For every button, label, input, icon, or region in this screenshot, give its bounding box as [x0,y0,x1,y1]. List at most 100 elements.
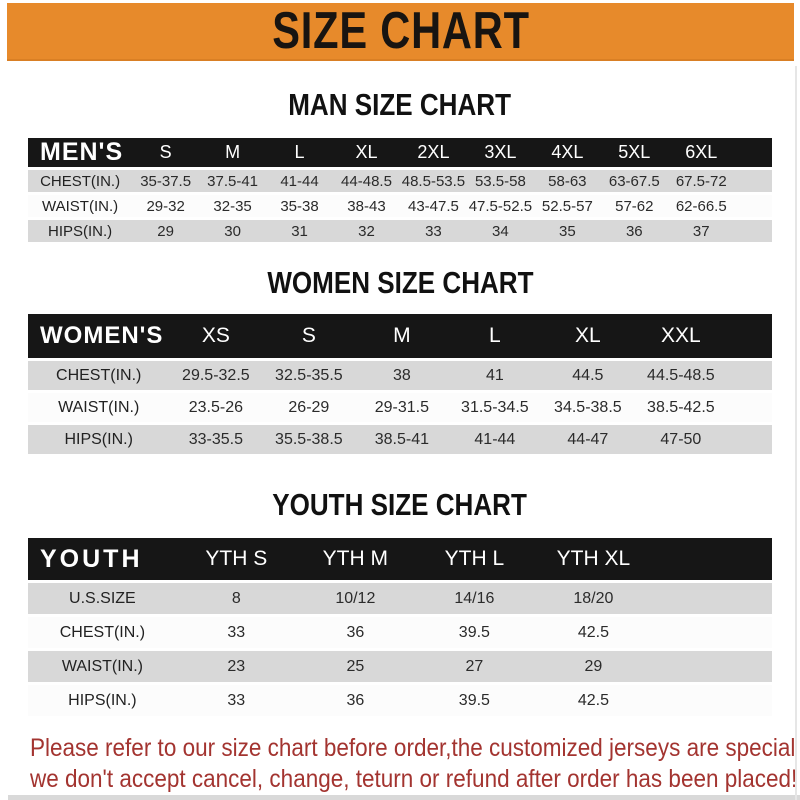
value-cell: 29-32 [132,195,200,217]
value-cell: 53.5-58 [466,170,534,192]
value-cell: 26-29 [262,393,356,422]
value-cell: 25 [295,651,415,682]
value-cell: 27 [414,651,534,682]
value-cell: 41-44 [266,170,334,192]
value-cell: 31.5-34.5 [448,393,542,422]
value-cell: 43-47.5 [399,195,467,217]
man-chest-row: CHEST(IN.) 35-37.5 37.5-41 41-44 44-48.5… [28,170,772,192]
value-cell: 32-35 [199,195,267,217]
value-cell: 18/20 [533,583,653,614]
value-cell: 23.5-26 [169,393,263,422]
spacer-cell [652,583,772,614]
man-size-col: L [266,138,334,167]
value-cell: 47-50 [634,425,728,454]
value-cell: 30 [199,220,267,242]
value-cell: 34.5-38.5 [541,393,635,422]
value-cell: 41-44 [448,425,542,454]
youth-size-col: YTH L [414,538,534,580]
value-cell: 44-48.5 [333,170,400,192]
women-size-col: M [355,314,449,358]
youth-hips-row: HIPS(IN.) 33 36 39.5 42.5 [28,685,772,716]
value-cell: 29.5-32.5 [169,361,263,390]
value-cell: 8 [176,583,296,614]
spacer-cell [734,138,772,167]
youth-size-col: YTH XL [533,538,653,580]
women-section-title: WOMEN SIZE CHART [0,265,800,301]
value-cell: 32 [333,220,400,242]
youth-size-table: YOUTH YTH S YTH M YTH L YTH XL U.S.SIZE … [28,535,772,719]
row-label: WAIST(IN.) [28,195,133,217]
man-size-col: S [132,138,200,167]
man-size-col: 6XL [667,138,735,167]
value-cell: 34 [466,220,534,242]
youth-table-label: YOUTH [28,538,177,580]
spacer-cell [734,220,772,242]
disclaimer-note: Please refer to our size chart before or… [30,733,800,795]
value-cell: 35-37.5 [132,170,200,192]
value-cell: 58-63 [533,170,601,192]
row-label: HIPS(IN.) [28,220,133,242]
row-label: WAIST(IN.) [28,651,177,682]
value-cell: 31 [266,220,334,242]
value-cell: 33 [176,685,296,716]
value-cell: 33-35.5 [169,425,263,454]
value-cell: 63-67.5 [600,170,668,192]
value-cell: 38-43 [333,195,400,217]
women-size-col: XL [541,314,635,358]
value-cell: 35-38 [266,195,334,217]
youth-section-title: YOUTH SIZE CHART [0,487,800,523]
value-cell: 47.5-52.5 [466,195,534,217]
row-label: CHEST(IN.) [28,361,170,390]
value-cell: 38 [355,361,449,390]
value-cell: 37.5-41 [199,170,267,192]
women-waist-row: WAIST(IN.) 23.5-26 26-29 29-31.5 31.5-34… [28,393,772,422]
man-hips-row: HIPS(IN.) 29 30 31 32 33 34 35 36 37 [28,220,772,242]
row-label: WAIST(IN.) [28,393,170,422]
spacer-cell [734,170,772,192]
disclaimer-line-2: we don't accept cancel, change, teturn o… [30,765,798,793]
women-size-table: WOMEN'S XS S M L XL XXL CHEST(IN.) 29.5-… [28,311,772,457]
man-header-row: MEN'S S M L XL 2XL 3XL 4XL 5XL 6XL [28,138,772,167]
value-cell: 23 [176,651,296,682]
youth-section-title-text: YOUTH SIZE CHART [272,487,528,522]
man-size-col: 4XL [533,138,601,167]
women-section-title-text: WOMEN SIZE CHART [266,265,534,300]
row-label: HIPS(IN.) [28,685,177,716]
value-cell: 41 [448,361,542,390]
disclaimer-line-1: Please refer to our size chart before or… [30,734,800,762]
page-title: SIZE CHART [271,2,530,60]
value-cell: 57-62 [600,195,668,217]
value-cell: 35 [533,220,601,242]
spacer-cell [734,195,772,217]
value-cell: 29 [132,220,200,242]
youth-header-row: YOUTH YTH S YTH M YTH L YTH XL [28,538,772,580]
value-cell: 10/12 [295,583,415,614]
right-edge-artifact [795,66,797,800]
value-cell: 62-66.5 [667,195,735,217]
row-label: CHEST(IN.) [28,617,177,648]
spacer-cell [727,393,772,422]
spacer-cell [652,685,772,716]
value-cell: 37 [667,220,735,242]
spacer-cell [727,314,772,358]
value-cell: 29 [533,651,653,682]
value-cell: 38.5-41 [355,425,449,454]
man-size-table: MEN'S S M L XL 2XL 3XL 4XL 5XL 6XL CHEST… [28,135,772,245]
man-section-title-text: MAN SIZE CHART [288,87,512,122]
size-chart-banner: SIZE CHART [7,2,794,61]
man-size-col: 2XL [399,138,467,167]
youth-chest-row: CHEST(IN.) 33 36 39.5 42.5 [28,617,772,648]
women-size-col: XS [169,314,263,358]
value-cell: 36 [600,220,668,242]
value-cell: 38.5-42.5 [634,393,728,422]
value-cell: 52.5-57 [533,195,601,217]
spacer-cell [652,617,772,648]
value-cell: 42.5 [533,617,653,648]
man-size-col: XL [333,138,400,167]
spacer-cell [652,538,772,580]
value-cell: 14/16 [414,583,534,614]
value-cell: 42.5 [533,685,653,716]
youth-size-col: YTH M [295,538,415,580]
women-size-col: XXL [634,314,728,358]
spacer-cell [727,361,772,390]
